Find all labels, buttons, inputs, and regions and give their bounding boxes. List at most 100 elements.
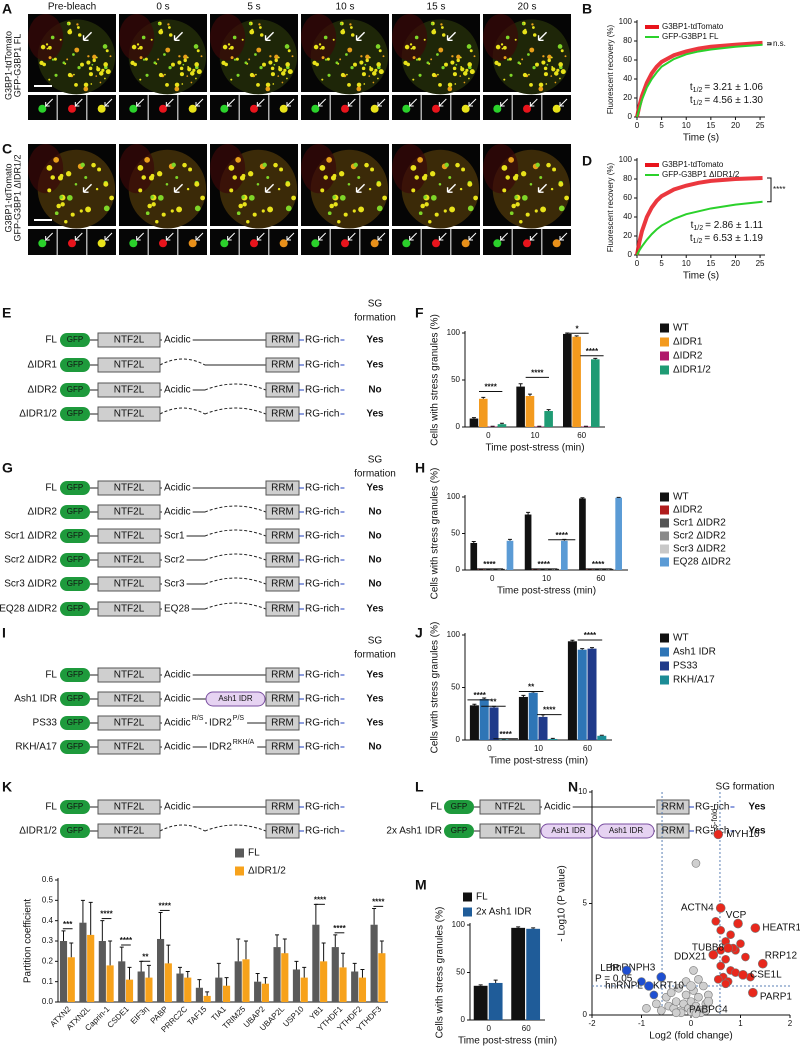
inset-granule bbox=[250, 104, 258, 113]
error-bar bbox=[61, 930, 66, 941]
granule bbox=[239, 175, 246, 181]
x-tick-label: 10 bbox=[542, 574, 551, 583]
bar bbox=[560, 540, 568, 570]
error-bar bbox=[360, 968, 365, 978]
cell-edge bbox=[392, 14, 428, 61]
protein-point bbox=[721, 979, 730, 989]
bar bbox=[577, 649, 587, 740]
arrow bbox=[537, 31, 548, 41]
protein-point bbox=[652, 999, 661, 1009]
error-bar bbox=[100, 920, 105, 941]
label-bg bbox=[162, 334, 193, 346]
granule bbox=[256, 82, 260, 87]
gfp-label: GFP bbox=[67, 483, 83, 492]
granule bbox=[454, 83, 457, 85]
domain bbox=[97, 357, 161, 373]
bar bbox=[292, 969, 301, 1002]
granule bbox=[97, 167, 102, 172]
inset-granule bbox=[97, 239, 106, 248]
granule bbox=[181, 83, 184, 85]
half-time-symbol: t bbox=[690, 95, 693, 106]
idr-label: Ash1 IDR bbox=[551, 826, 585, 835]
granule bbox=[170, 209, 174, 213]
deletion bbox=[204, 383, 267, 391]
granule bbox=[521, 58, 524, 61]
granule bbox=[272, 83, 275, 85]
bar bbox=[526, 928, 541, 1020]
protein-label: CSE1L bbox=[750, 970, 782, 981]
column-header: formation bbox=[354, 650, 396, 661]
error-bar bbox=[550, 737, 555, 739]
bar bbox=[479, 699, 489, 740]
protein-point bbox=[656, 1006, 666, 1015]
granule bbox=[200, 195, 205, 201]
granule bbox=[54, 211, 59, 216]
domain-label: NTF2L bbox=[114, 694, 145, 705]
domain-label: RRM bbox=[271, 802, 294, 813]
y-tick-label: 60 bbox=[623, 55, 632, 64]
granule bbox=[137, 47, 140, 50]
arrow bbox=[318, 232, 327, 242]
protein-label: MYH10 bbox=[726, 829, 760, 840]
error-bar bbox=[216, 962, 221, 978]
arrow bbox=[136, 98, 145, 108]
granule bbox=[541, 60, 546, 65]
arrow bbox=[173, 31, 184, 41]
bar bbox=[242, 959, 250, 1002]
granule bbox=[546, 162, 551, 168]
deletion bbox=[159, 824, 206, 832]
y-tick-label: 5 bbox=[583, 899, 588, 908]
panel-letter: B bbox=[582, 1, 592, 17]
granule bbox=[248, 22, 252, 26]
x-tick-label: 10 bbox=[534, 744, 543, 753]
cell-edge bbox=[119, 144, 155, 194]
bar bbox=[470, 542, 478, 570]
granule bbox=[235, 157, 241, 163]
legend-swatch bbox=[463, 907, 472, 917]
granule bbox=[353, 162, 358, 168]
y-tick-label: 0 bbox=[583, 1010, 588, 1019]
bar bbox=[118, 961, 126, 1002]
granule bbox=[83, 86, 89, 92]
granule bbox=[558, 205, 565, 212]
x-tick-label: 1 bbox=[738, 1019, 743, 1028]
protein-point bbox=[733, 918, 743, 929]
arrow bbox=[74, 232, 83, 242]
granule bbox=[441, 66, 445, 70]
error-bar bbox=[282, 938, 287, 954]
protein-point bbox=[671, 997, 681, 1006]
protein-point bbox=[748, 987, 758, 998]
arrow bbox=[165, 232, 174, 242]
gfp-tag bbox=[60, 602, 90, 616]
half-time-value: = 6.53 ± 1.19 bbox=[704, 233, 763, 244]
granule bbox=[494, 60, 499, 66]
granule bbox=[503, 56, 507, 60]
sg-result: No bbox=[368, 742, 381, 753]
bar bbox=[312, 924, 320, 1002]
sg-result: Yes bbox=[748, 826, 766, 837]
gfp-tag bbox=[60, 716, 90, 730]
sg-result: Yes bbox=[366, 718, 384, 729]
granule bbox=[535, 162, 540, 168]
error-bar bbox=[294, 960, 299, 970]
error-bar bbox=[482, 697, 487, 700]
domain-label: NTF2L bbox=[114, 360, 145, 371]
granule bbox=[156, 171, 163, 177]
sg-result: Yes bbox=[748, 802, 766, 813]
error-bar bbox=[546, 409, 551, 412]
cell-edge bbox=[483, 14, 519, 61]
rg-label: RG-rich bbox=[695, 802, 729, 813]
rg-label: RG-rich bbox=[305, 385, 339, 396]
gfp-tag bbox=[444, 800, 474, 814]
granule bbox=[469, 69, 475, 75]
column-header: SG bbox=[368, 636, 383, 647]
granule bbox=[48, 45, 52, 50]
x-tick-label: 0 bbox=[486, 431, 491, 440]
gfp-label: GFP bbox=[67, 531, 83, 540]
granule bbox=[194, 62, 199, 67]
error-bar bbox=[80, 899, 85, 923]
rg-label: RG-rich bbox=[305, 604, 339, 615]
error-bar bbox=[521, 694, 526, 697]
legend-swatch bbox=[660, 351, 669, 361]
legend-swatch bbox=[660, 337, 669, 347]
